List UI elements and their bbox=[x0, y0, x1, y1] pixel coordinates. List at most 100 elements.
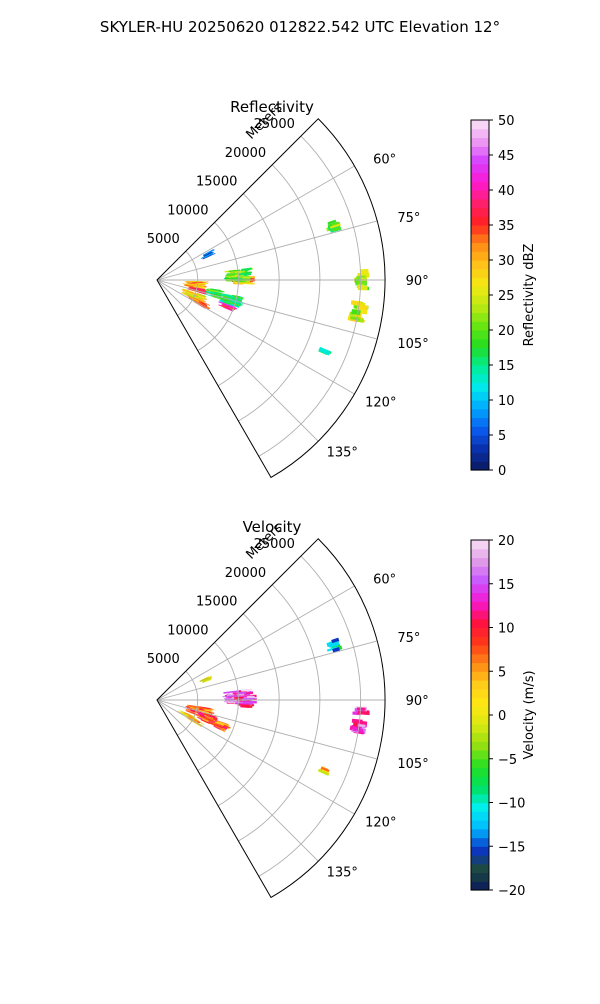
echo-cell bbox=[198, 706, 211, 710]
echo-cell bbox=[225, 274, 235, 277]
echo-cell bbox=[238, 691, 247, 695]
echo-cell bbox=[350, 316, 360, 321]
colorbar-segment bbox=[471, 330, 489, 340]
echo-cell bbox=[225, 304, 238, 310]
colorbar-segment bbox=[471, 566, 489, 576]
echo-cell bbox=[214, 723, 223, 729]
colorbar-segment bbox=[471, 417, 489, 427]
colorbar-segment bbox=[471, 706, 489, 716]
range-tick-label: 25000 bbox=[254, 117, 295, 132]
colorbar-tick-label: 20 bbox=[498, 534, 515, 549]
echo-cell bbox=[193, 286, 203, 289]
colorbar-segment bbox=[471, 723, 489, 734]
colorbar-segment bbox=[471, 750, 489, 760]
echo-cell bbox=[211, 293, 222, 297]
range-ring bbox=[177, 250, 199, 316]
colorbar-segment bbox=[471, 233, 489, 244]
colorbar-segment bbox=[471, 785, 489, 795]
colorbar-segment bbox=[471, 881, 489, 891]
colorbar-segment bbox=[471, 286, 489, 296]
colorbar-tick-label: 30 bbox=[498, 254, 515, 269]
echo-cell bbox=[237, 693, 245, 696]
echo-cell bbox=[196, 707, 206, 710]
echo-cell bbox=[238, 273, 251, 276]
echo-cell bbox=[197, 293, 207, 298]
echo-cell bbox=[225, 280, 237, 282]
colorbar-segment bbox=[471, 583, 489, 594]
echo-cell bbox=[327, 219, 337, 225]
azimuth-spoke bbox=[156, 220, 378, 281]
echo-cell bbox=[185, 709, 196, 714]
echo-cell bbox=[184, 290, 195, 296]
colorbar-segment bbox=[471, 618, 489, 629]
colorbar-segment bbox=[471, 408, 489, 419]
colorbar-segment bbox=[471, 855, 489, 865]
echo-cell bbox=[318, 346, 331, 356]
colorbar-tick-label: 5 bbox=[498, 429, 506, 444]
echo-cell bbox=[225, 306, 234, 311]
echo-cell bbox=[221, 303, 230, 308]
colorbar-tick-label: 25 bbox=[498, 289, 515, 304]
colorbar-segment bbox=[471, 295, 489, 305]
echo-cell bbox=[358, 723, 366, 728]
echo-cell bbox=[332, 226, 342, 232]
colorbar-segment bbox=[471, 557, 489, 567]
colorbar-segment bbox=[471, 452, 489, 462]
sector-background bbox=[157, 118, 385, 478]
colorbar-segment bbox=[471, 137, 489, 147]
echo-cell bbox=[189, 705, 199, 708]
azimuth-tick-label: 105° bbox=[397, 757, 428, 772]
echo-cell bbox=[359, 268, 369, 274]
echo-cell bbox=[211, 295, 223, 300]
colorbar-tick-label: 15 bbox=[498, 578, 515, 593]
colorbar-segment bbox=[471, 645, 489, 655]
colorbar-segment bbox=[471, 662, 489, 672]
echo-cell bbox=[197, 713, 205, 717]
azimuth-tick-label: 60° bbox=[373, 573, 396, 588]
colorbar-segment bbox=[471, 268, 489, 279]
colorbar-segment bbox=[471, 811, 489, 821]
colorbar-segment bbox=[471, 391, 489, 401]
colorbar-segment bbox=[471, 741, 489, 751]
colorbar-segment bbox=[471, 435, 489, 445]
echo-cell bbox=[183, 288, 192, 292]
colorbar-segment bbox=[471, 627, 489, 637]
colorbar-tick-label: −20 bbox=[498, 884, 525, 899]
echo-cell bbox=[357, 710, 370, 716]
echo-cell bbox=[240, 688, 253, 692]
echo-cell bbox=[189, 286, 201, 290]
echo-cell bbox=[192, 281, 201, 282]
echo-cell bbox=[188, 716, 196, 721]
echo-cell bbox=[183, 283, 196, 287]
echo-cell bbox=[186, 709, 194, 713]
echo-cell bbox=[188, 287, 199, 290]
colorbar-segment bbox=[471, 120, 489, 130]
echo-cell bbox=[199, 715, 207, 719]
echo-cell bbox=[331, 637, 340, 644]
colorbar-segment bbox=[471, 540, 489, 550]
echo-cell bbox=[196, 296, 204, 300]
range-ring bbox=[197, 642, 239, 771]
echo-cell bbox=[202, 253, 212, 259]
echo-cell bbox=[221, 297, 230, 301]
range-tick-label: 15000 bbox=[196, 175, 237, 190]
echo-cell bbox=[329, 223, 341, 229]
echo-cell bbox=[181, 712, 189, 717]
colorbar-segment bbox=[471, 767, 489, 777]
echo-cell bbox=[228, 295, 241, 300]
echo-cell bbox=[231, 294, 240, 298]
range-tick-label: 20000 bbox=[225, 146, 266, 161]
colorbar-segment bbox=[471, 128, 489, 139]
panel-title: Reflectivity bbox=[230, 98, 314, 116]
echo-cell bbox=[236, 280, 246, 282]
colorbar-segment bbox=[471, 592, 489, 602]
colorbar-segment bbox=[471, 863, 489, 874]
colorbar-segment bbox=[471, 146, 489, 156]
echo-cell bbox=[183, 289, 195, 295]
range-tick-label: 10000 bbox=[167, 623, 208, 638]
echo-cell bbox=[245, 282, 255, 285]
colorbar-segment bbox=[471, 347, 489, 357]
echo-cell bbox=[183, 712, 192, 717]
